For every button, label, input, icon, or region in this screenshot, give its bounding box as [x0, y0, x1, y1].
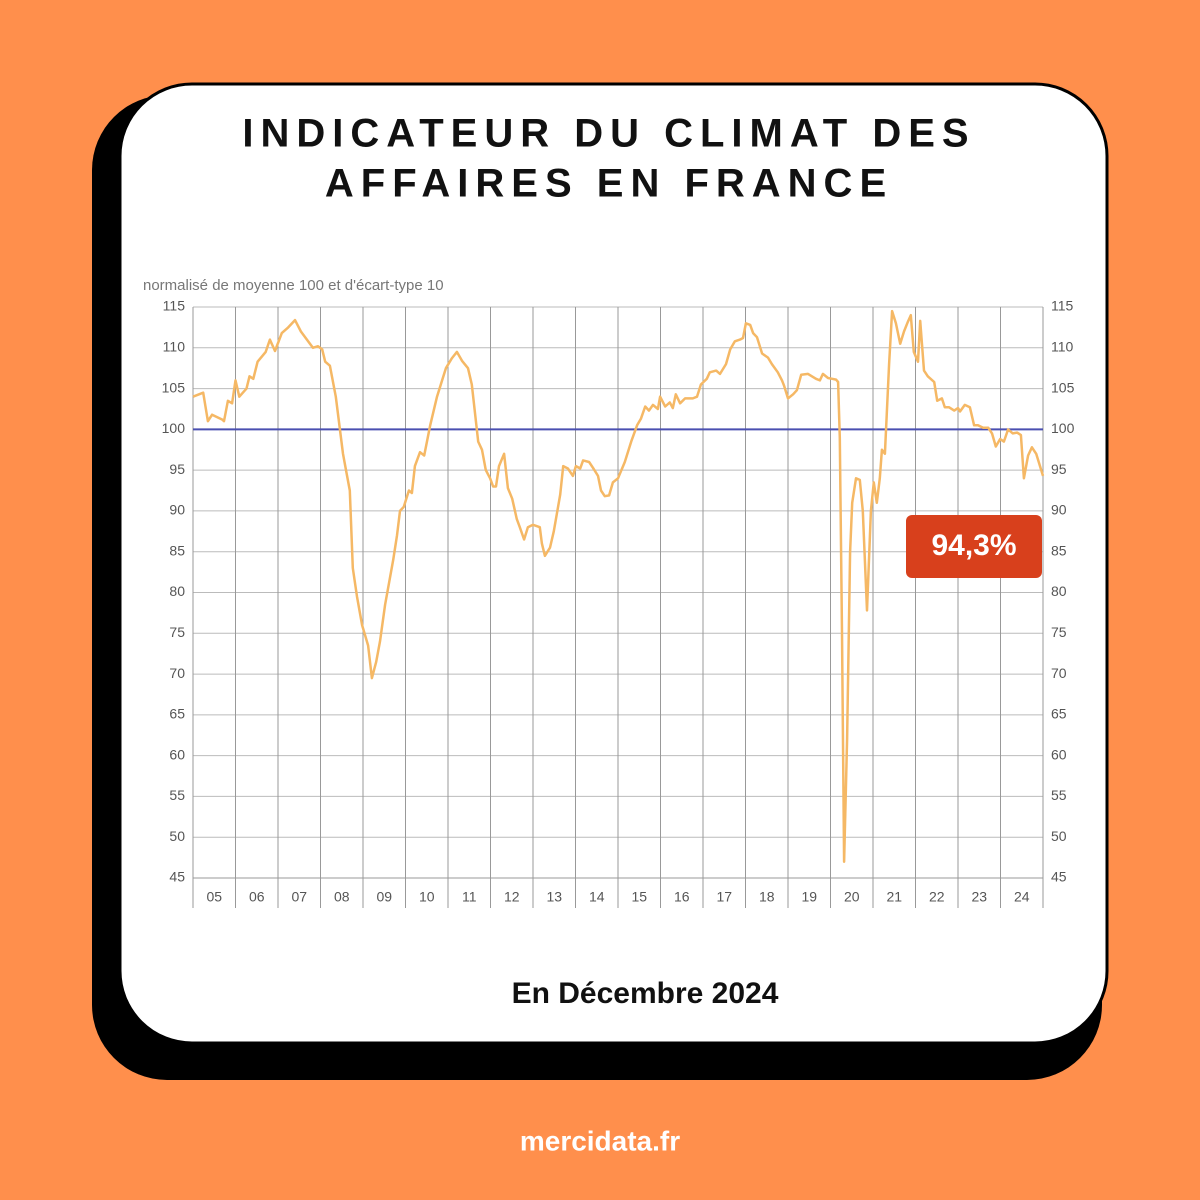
x-tick-label: 18	[759, 889, 775, 905]
title-line: AFFAIRES EN FRANCE	[325, 162, 893, 206]
x-tick-label: 20	[844, 889, 860, 905]
y2-tick-label: 100	[1051, 420, 1075, 436]
x-tick-label: 08	[334, 889, 350, 905]
y-tick-label: 110	[163, 338, 186, 354]
x-tick-label: 17	[716, 889, 732, 905]
x-tick-label: 15	[631, 889, 647, 905]
y-tick-label: 60	[169, 746, 185, 762]
y2-tick-label: 90	[1051, 502, 1067, 518]
caption: En Décembre 2024	[512, 977, 779, 1010]
y-tick-label: 90	[169, 502, 185, 518]
y2-tick-label: 105	[1051, 379, 1075, 395]
y-tick-label: 45	[169, 869, 185, 885]
x-tick-label: 11	[462, 889, 477, 905]
x-tick-label: 09	[376, 889, 392, 905]
y2-tick-label: 70	[1051, 665, 1067, 681]
y2-tick-label: 60	[1051, 746, 1067, 762]
x-tick-label: 07	[291, 889, 307, 905]
y2-tick-label: 115	[1051, 298, 1074, 314]
y2-tick-label: 45	[1051, 869, 1067, 885]
x-tick-label: 24	[1014, 889, 1030, 905]
x-tick-label: 22	[929, 889, 945, 905]
y2-tick-label: 50	[1051, 828, 1067, 844]
y-tick-label: 115	[163, 298, 186, 314]
x-tick-label: 10	[419, 889, 435, 905]
annotation: 94,3%	[931, 529, 1016, 562]
y-tick-label: 55	[169, 787, 185, 803]
y2-tick-label: 95	[1051, 461, 1067, 477]
x-tick-label: 14	[589, 889, 605, 905]
y-axis-label: normalisé de moyenne 100 et d'écart-type…	[143, 277, 444, 294]
x-tick-label: 05	[206, 889, 222, 905]
annotation-box	[906, 515, 1042, 578]
y2-tick-label: 75	[1051, 624, 1067, 640]
y-tick-label: 100	[162, 420, 186, 436]
y-tick-label: 75	[169, 624, 185, 640]
y-tick-label: 50	[169, 828, 185, 844]
y-tick-label: 85	[169, 542, 185, 558]
y2-tick-label: 110	[1051, 338, 1074, 354]
footer: mercidata.fr	[520, 1125, 680, 1156]
y2-tick-label: 80	[1051, 583, 1067, 599]
x-tick-label: 06	[249, 889, 265, 905]
y-tick-label: 105	[162, 379, 186, 395]
y-tick-label: 95	[169, 461, 185, 477]
y-tick-label: 70	[169, 665, 185, 681]
data-line	[192, 309, 1045, 863]
y2-tick-label: 55	[1051, 787, 1067, 803]
x-tick-label: 19	[801, 889, 817, 905]
card	[118, 82, 1109, 1045]
x-tick-label: 23	[971, 889, 987, 905]
x-tick-label: 12	[504, 889, 520, 905]
y2-tick-label: 65	[1051, 706, 1067, 722]
y-tick-label: 80	[169, 583, 185, 599]
y-tick-label: 65	[169, 706, 185, 722]
x-tick-label: 13	[546, 889, 562, 905]
y2-tick-label: 85	[1051, 542, 1067, 558]
x-tick-label: 21	[886, 889, 902, 905]
x-tick-label: 16	[674, 889, 690, 905]
title-line: INDICATEUR DU CLIMAT DES	[242, 112, 975, 156]
